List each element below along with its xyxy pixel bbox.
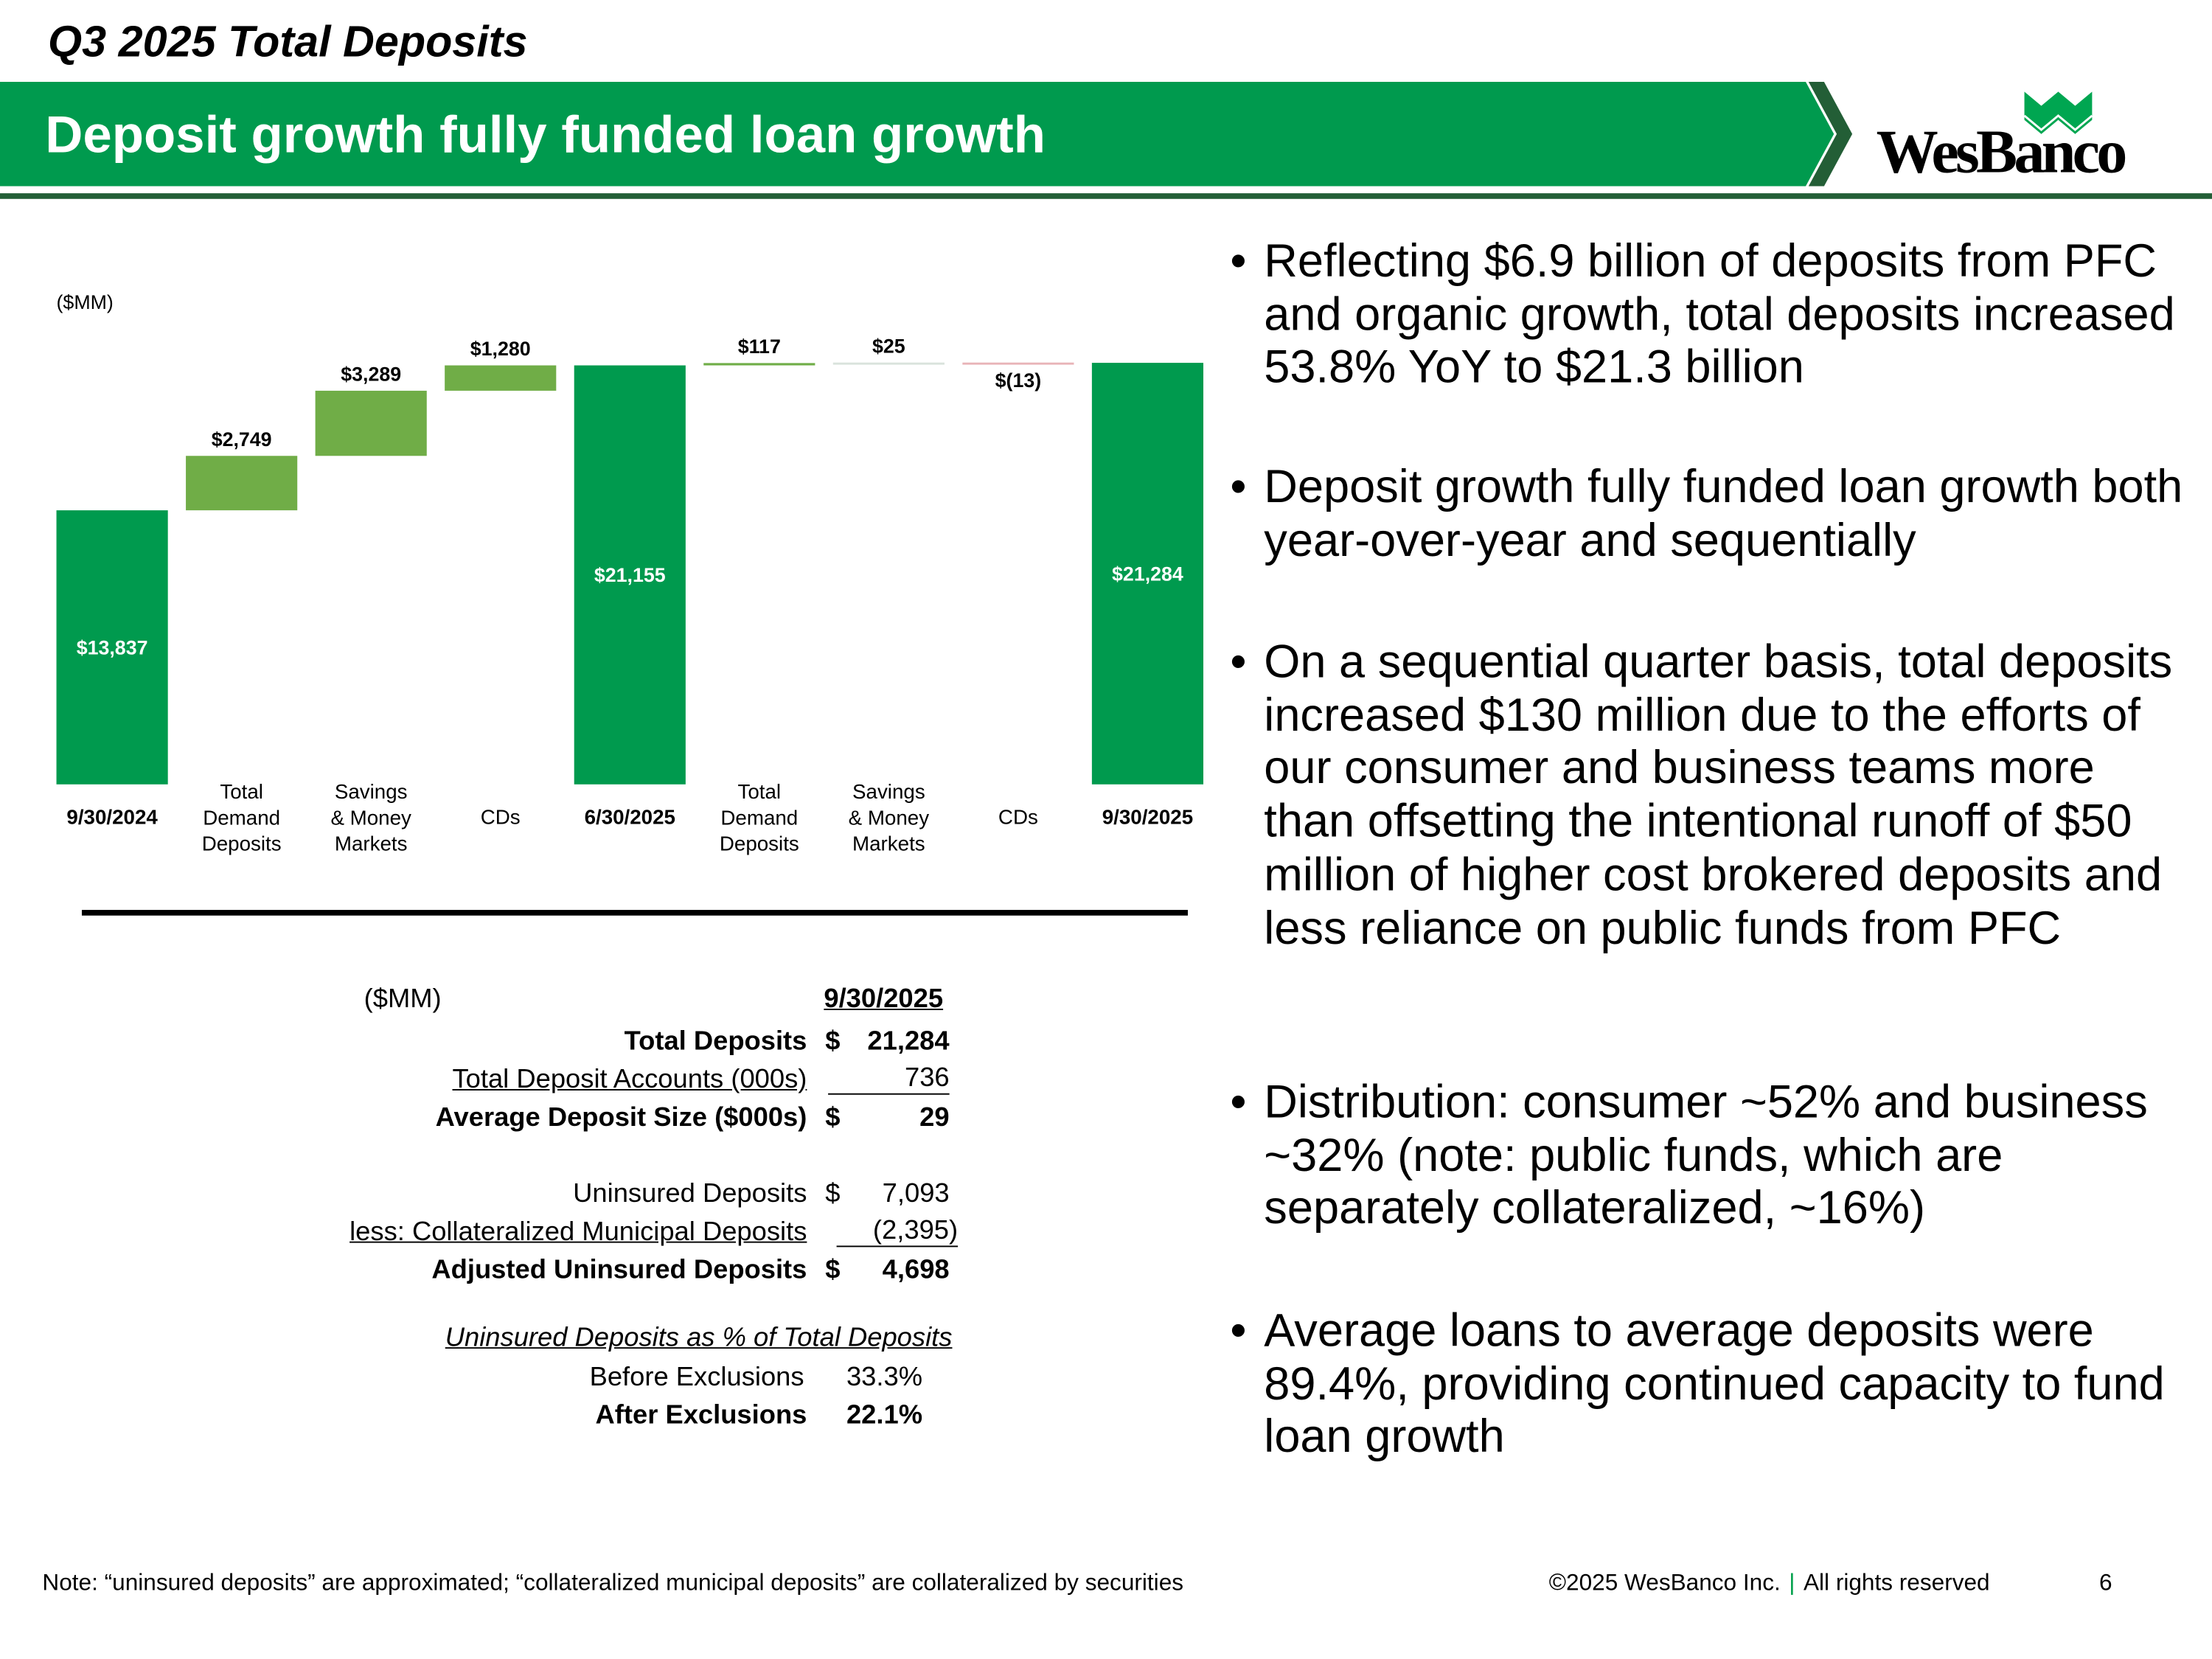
x-tick-label: Deposits bbox=[202, 832, 282, 855]
table-row-value: 736 bbox=[828, 1065, 950, 1095]
table-row-label: Total Deposits bbox=[624, 1026, 807, 1057]
wesbanco-logo bbox=[2023, 91, 2093, 134]
table-row-label: Total Deposit Accounts (000s) bbox=[452, 1065, 807, 1095]
deposits-waterfall-chart: ($MM) $13,837 9/30/2024 $2,749 Total Demand D… bbox=[56, 291, 1204, 855]
data-label: $2,749 bbox=[212, 428, 272, 451]
bullet-item: Distribution: consumer ~52% and business… bbox=[1230, 1075, 2189, 1234]
chart-unit-label: ($MM) bbox=[57, 291, 114, 313]
table-row-label: Adjusted Uninsured Deposits bbox=[431, 1255, 807, 1285]
bar-0 bbox=[56, 510, 168, 785]
copyright-text: ©2025 WesBanco Inc. bbox=[1548, 1570, 1781, 1596]
pct-value: 33.3% bbox=[846, 1363, 923, 1393]
bullet-item: Average loans to average deposits were 8… bbox=[1230, 1304, 2189, 1463]
x-tick-label: Demand bbox=[203, 806, 280, 829]
x-tick-label: Total bbox=[738, 780, 782, 803]
pct-label: Before Exclusions bbox=[589, 1363, 804, 1393]
data-label: $13,837 bbox=[77, 637, 148, 659]
x-tick-label: Markets bbox=[335, 832, 408, 855]
bar-5 bbox=[703, 363, 815, 366]
data-label: $117 bbox=[738, 335, 781, 358]
x-tick-label: CDs bbox=[998, 805, 1038, 828]
x-tick-label: 9/30/2025 bbox=[1102, 805, 1193, 828]
data-label: $1,280 bbox=[470, 338, 531, 360]
bar-7 bbox=[962, 362, 1074, 365]
bullet-item: Deposit growth fully funded loan growth … bbox=[1230, 460, 2189, 566]
x-tick-label: Markets bbox=[852, 832, 925, 855]
bar-8 bbox=[1091, 363, 1204, 785]
bar-2 bbox=[315, 390, 427, 456]
page-number: 6 bbox=[2098, 1570, 2112, 1596]
copyright: ©2025 WesBanco Inc. | All rights reserved bbox=[1548, 1570, 1990, 1596]
header-rule bbox=[0, 193, 2212, 199]
bar-4 bbox=[574, 365, 686, 785]
table-row-label: less: Collateralized Municipal Deposits bbox=[349, 1217, 807, 1248]
x-tick-label: 9/30/2024 bbox=[66, 805, 158, 828]
footnote: Note: “uninsured deposits” are approxima… bbox=[42, 1570, 1184, 1596]
x-tick-label: CDs bbox=[481, 805, 521, 828]
x-tick-label: Demand bbox=[720, 806, 798, 829]
x-tick-label: Deposits bbox=[720, 832, 799, 855]
data-label: $3,289 bbox=[341, 364, 401, 386]
title-banner bbox=[0, 81, 1853, 187]
slide-title: Q3 2025 Total Deposits bbox=[48, 16, 528, 66]
x-tick-label: & Money bbox=[330, 806, 411, 829]
pct-header: Uninsured Deposits as % of Total Deposit… bbox=[445, 1323, 953, 1353]
data-label: $21,155 bbox=[594, 564, 666, 586]
data-label: $(13) bbox=[995, 369, 1041, 392]
table-row-currency: $ bbox=[825, 1026, 841, 1057]
pct-label: After Exclusions bbox=[595, 1400, 807, 1431]
table-row-value: (2,395) bbox=[836, 1217, 959, 1248]
x-tick-label: Savings bbox=[852, 780, 925, 803]
bar-6 bbox=[832, 362, 945, 365]
data-label: $25 bbox=[872, 335, 905, 357]
table-row-value: 4,698 bbox=[882, 1255, 950, 1285]
table-unit: ($MM) bbox=[364, 984, 442, 1015]
bar-1 bbox=[186, 456, 298, 511]
x-tick-label: & Money bbox=[849, 806, 930, 829]
bullet-item: Reflecting $6.9 billion of deposits from… bbox=[1230, 234, 2189, 394]
x-tick-label: Total bbox=[220, 780, 263, 803]
table-row-currency: $ bbox=[825, 1103, 841, 1133]
table-row-value: 7,093 bbox=[882, 1179, 950, 1209]
x-tick-label: Savings bbox=[335, 780, 408, 803]
table-row-label: Average Deposit Size ($000s) bbox=[435, 1103, 807, 1133]
pct-value: 22.1% bbox=[846, 1400, 923, 1431]
x-tick-label: 6/30/2025 bbox=[585, 805, 675, 828]
table-row-currency: $ bbox=[825, 1255, 841, 1285]
table-row-value: 29 bbox=[919, 1103, 950, 1133]
rights-text: All rights reserved bbox=[1803, 1570, 1990, 1596]
table-row-label: Uninsured Deposits bbox=[573, 1179, 807, 1209]
bullet-item: On a sequential quarter basis, total dep… bbox=[1230, 635, 2189, 954]
slide-subtitle: Deposit growth fully funded loan growth bbox=[45, 105, 1046, 164]
bar-3 bbox=[445, 365, 557, 391]
section-divider bbox=[81, 910, 1188, 916]
table-row-value: 21,284 bbox=[867, 1026, 950, 1057]
logo-text: WesBanco bbox=[1876, 116, 2128, 187]
table-col-header: 9/30/2025 bbox=[824, 984, 944, 1015]
table-row-currency: $ bbox=[825, 1179, 841, 1209]
data-label: $21,284 bbox=[1112, 563, 1183, 585]
